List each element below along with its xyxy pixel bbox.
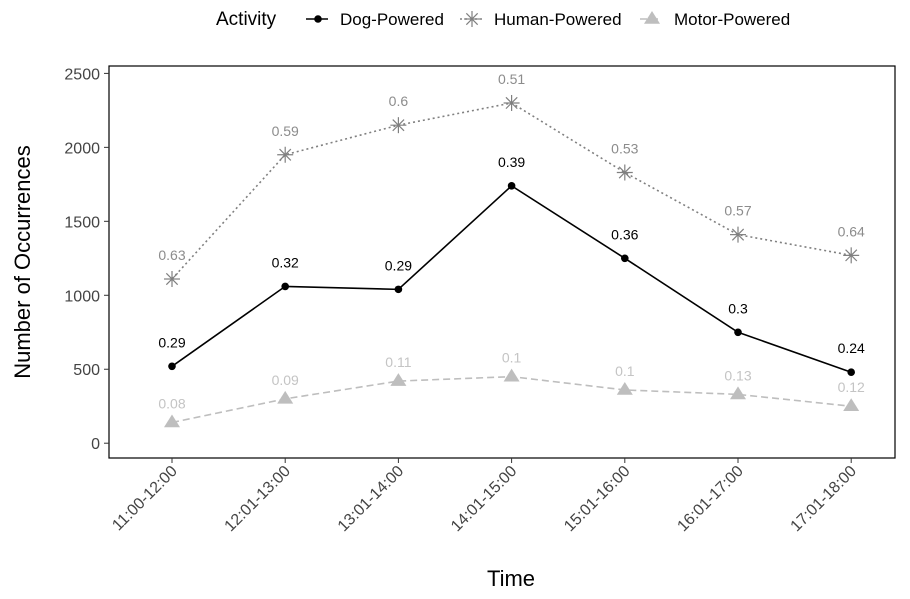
data-point (503, 94, 520, 111)
data-label: 0.6 (389, 93, 409, 109)
data-label: 0.1 (615, 363, 635, 379)
series-human-powered: 0.63 0.59 0.6 0.51 0.53 0.57 0.64 (158, 71, 865, 288)
y-tick-label: 500 (73, 362, 100, 379)
x-tick-label: 14:01-15:00 (448, 463, 520, 535)
data-label: 0.57 (724, 203, 751, 219)
data-point (616, 381, 633, 395)
data-label: 0.3 (728, 300, 748, 316)
y-axis: 0 500 1000 1500 2000 2500 (64, 66, 109, 453)
y-tick-label: 0 (91, 436, 100, 453)
series-motor-powered: 0.08 0.09 0.11 0.1 0.1 0.13 0.12 (158, 350, 865, 428)
x-tick-label: 15:01-16:00 (561, 463, 633, 535)
data-label: 0.11 (385, 354, 411, 370)
x-tick-label: 16:01-17:00 (674, 463, 746, 535)
legend: Activity Dog-Powered Human-Powered Motor-P… (216, 9, 790, 30)
data-label: 0.53 (611, 141, 638, 157)
data-label: 0.63 (158, 247, 185, 263)
data-point (503, 368, 520, 382)
data-label: 0.32 (272, 254, 299, 270)
legend-label: Motor-Powered (674, 10, 790, 29)
data-label: 0.13 (724, 367, 751, 383)
data-point (847, 368, 855, 377)
x-axis-title: Time (487, 566, 535, 591)
data-point (390, 373, 407, 386)
data-point (621, 254, 629, 263)
x-tick-label: 12:01-13:00 (222, 463, 294, 535)
series-dog-powered: 0.29 0.32 0.29 0.39 0.36 0.3 0.24 (158, 154, 865, 377)
legend-item-motor-powered: Motor-Powered (640, 10, 790, 29)
legend-key-marker (314, 15, 322, 23)
data-point (390, 117, 407, 134)
x-tick-label: 11:00-12:00 (109, 463, 181, 535)
data-label: 0.24 (838, 340, 865, 356)
legend-label: Dog-Powered (340, 10, 444, 29)
data-point (168, 362, 176, 371)
series-layer: 0.290.32 0.290.390.360.30.240.630.590.60.… (158, 71, 865, 428)
data-point (164, 271, 180, 288)
legend-item-human-powered: Human-Powered (460, 10, 622, 29)
data-label: 0.64 (838, 223, 865, 239)
data-label: 0.59 (272, 123, 299, 139)
data-point (616, 164, 633, 181)
plot-panel (108, 65, 896, 459)
data-label: 0.39 (498, 154, 525, 170)
data-point (164, 414, 180, 428)
data-point (730, 386, 746, 400)
data-point (394, 285, 403, 294)
legend-label: Human-Powered (494, 10, 622, 29)
data-point (730, 226, 746, 243)
data-point (507, 182, 516, 190)
x-tick-label: 17:01-18:00 (788, 463, 860, 535)
data-label: 0.29 (158, 334, 185, 350)
data-point (281, 282, 290, 291)
y-axis-title: Number of Occurrences (10, 145, 35, 379)
data-label: 0.1 (502, 350, 522, 366)
data-point (734, 328, 742, 337)
data-label: 0.36 (611, 226, 638, 242)
legend-title: Activity (216, 9, 277, 30)
y-tick-label: 2500 (64, 66, 100, 83)
y-tick-label: 1000 (64, 288, 100, 305)
legend-key-marker (464, 11, 480, 27)
data-label: 0.08 (158, 395, 185, 411)
data-point (277, 146, 294, 163)
data-label: 0.51 (498, 71, 525, 87)
legend-items: Dog-Powered Human-Powered Motor-Powered (306, 10, 790, 29)
data-point (843, 247, 860, 264)
x-tick-label: 13:01-14:00 (335, 463, 407, 535)
data-label: 0.09 (272, 372, 299, 388)
data-label: 0.29 (385, 257, 412, 273)
data-point (277, 390, 294, 404)
data-label: 0.12 (838, 379, 865, 395)
y-tick-label: 1500 (64, 214, 100, 231)
legend-item-dog-powered: Dog-Powered (306, 10, 444, 29)
data-point (843, 398, 860, 412)
legend-key-marker (644, 11, 660, 24)
x-axis: 11:00-12:00 12:01-13:00 13:01-14:00 14:01-1… (109, 458, 860, 535)
y-tick-label: 2000 (64, 140, 100, 157)
